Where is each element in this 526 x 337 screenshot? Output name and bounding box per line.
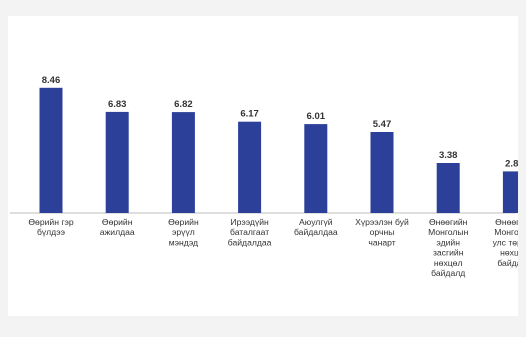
chart-area: 8.46 6.83 6.82 6.17 6.01 5.47 3.38 2.81 Өөрийн … <box>8 16 526 316</box>
bar-chart: 8.46 6.83 6.82 6.17 6.01 5.47 3.38 2.81 Өөрийн … <box>10 75 526 278</box>
bar <box>304 124 328 213</box>
category-label: Ирээдүйн баталгаат байдалдаа <box>228 217 272 247</box>
category-label: ӨнөөгийнМонголынулс төрийннөхцөлбайдалд <box>493 217 518 268</box>
bar <box>370 132 394 213</box>
bar <box>171 112 195 213</box>
bar-value-label: 6.82 <box>174 99 193 110</box>
bar <box>105 111 129 213</box>
bar <box>39 87 63 213</box>
category-labels-group: Өөрийн гэр бүлдээ Өөрийн ажилдаа Өөрийн эрүүл… <box>28 217 526 278</box>
bar-value-label: 6.01 <box>307 111 326 122</box>
category-label: Өнөөгийн Монголын эдийн засгийн нөхцөл байдал… <box>428 217 469 278</box>
category-label: Өөрийн эрүүл мэндэд <box>168 217 199 247</box>
bar <box>502 171 526 213</box>
bar-value-label: 2.81 <box>505 158 518 169</box>
bar-value-label: 6.83 <box>108 99 127 110</box>
category-label: Өөрийн ажилдаа <box>100 217 135 237</box>
category-label: Хүрээлэн буй орчны чанарт <box>355 217 409 247</box>
bar <box>436 163 460 213</box>
bar-value-label: 5.47 <box>373 119 392 130</box>
bar-value-label: 3.38 <box>439 150 458 161</box>
category-label: Өөрийн гэр бүлдээ <box>28 217 73 237</box>
bar <box>238 121 262 213</box>
bar-value-label: 8.46 <box>42 75 61 86</box>
bar-value-label: 6.17 <box>240 109 259 120</box>
chart-title-strip <box>0 0 526 14</box>
category-label: Аюулгүй байдалдаа <box>294 217 338 237</box>
value-labels-group: 8.46 6.83 6.82 6.17 6.01 5.47 3.38 2.81 <box>42 75 525 170</box>
